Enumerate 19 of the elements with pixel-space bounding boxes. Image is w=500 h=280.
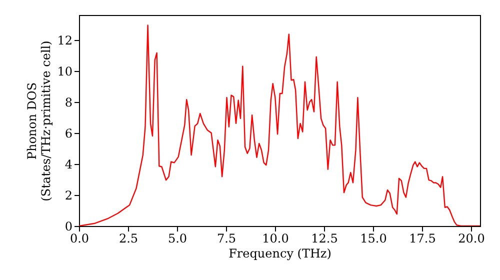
x-tick-label: 10.0 — [262, 232, 289, 246]
x-tick-label: 0.0 — [70, 232, 90, 246]
y-tick-label: 6 — [64, 126, 72, 140]
x-tick-label: 15.0 — [360, 232, 387, 246]
x-tick-label: 7.5 — [216, 232, 236, 246]
y-tick-label: 10 — [57, 64, 72, 78]
y-axis-title: Phonon DOS (States/THz·primitive cell) — [25, 40, 54, 202]
x-tick-label: 2.5 — [118, 232, 138, 246]
y-tick-label: 2 — [64, 188, 72, 202]
x-tick-label: 20.0 — [458, 232, 485, 246]
line-series — [79, 24, 480, 226]
y-tick-label: 0 — [64, 220, 72, 234]
y-tick-label: 8 — [64, 95, 72, 110]
y-tick-label: 4 — [64, 157, 73, 172]
y-tick-label: 12 — [57, 33, 72, 48]
x-tick-label: 12.5 — [311, 232, 338, 246]
x-axis-title: Frequency (THz) — [228, 246, 332, 260]
x-tick-label: 5.0 — [168, 232, 188, 246]
x-tick-label: 17.5 — [409, 232, 436, 246]
